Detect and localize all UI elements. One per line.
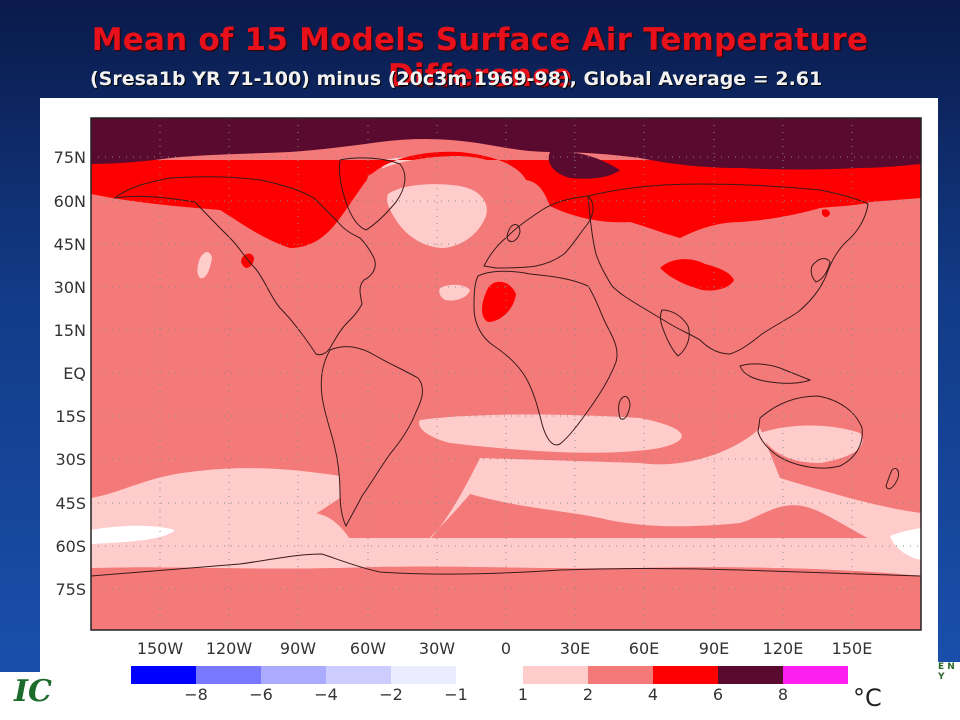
map-frame [90, 117, 922, 631]
coastline-antarctica [91, 553, 921, 577]
field-1-2-southern-ocean [91, 538, 921, 563]
colorbar: −8 −6 −4 −2 −1 1 2 4 6 8 [131, 666, 848, 704]
colorbar-swatch-neg [196, 666, 261, 684]
lat-label: 45S [55, 494, 86, 513]
colorbar-swatch-pos [783, 666, 848, 684]
coastline-asia [587, 183, 869, 355]
map-figure: 75N 60N 45N 30N 15N EQ 15S 30S 45S 60S 7… [54, 117, 922, 704]
institution-logo-right: E N Y [938, 662, 960, 720]
field-1-2-canary-patch [439, 284, 470, 301]
coastline-indonesia [739, 363, 812, 384]
coastline-africa [473, 270, 618, 446]
lon-label: 120W [206, 639, 253, 658]
colorbar-swatch-neg [131, 666, 196, 684]
field-6-8-arctic-cap [91, 118, 921, 170]
lon-label: 0 [501, 639, 511, 658]
lon-label: 90W [280, 639, 316, 658]
colorbar-tick-label: 1 [518, 685, 528, 704]
lat-label: 60S [55, 537, 86, 556]
field-1-2-south-indian-patch [760, 425, 863, 463]
coastline-europe [483, 195, 594, 269]
field-2-4-antarctica [91, 566, 921, 630]
colorbar-swatch-pos [653, 666, 718, 684]
lat-label: 45N [54, 235, 86, 254]
page-title: Mean of 15 Models Surface Air Temperatur… [91, 22, 869, 94]
colorbar-tick-label: −1 [444, 685, 468, 704]
colorbar-tick-label: −6 [249, 685, 273, 704]
lon-label: 150W [137, 639, 184, 658]
lon-axis: 150W 120W 90W 60W 30W 0 30E 60E 90E 120E… [137, 639, 873, 658]
colorbar-tick-label: 4 [648, 685, 658, 704]
lat-label: 75S [55, 580, 86, 599]
field-lt1-south-atlantic-west [91, 525, 175, 544]
colorbar-swatch-pos [588, 666, 653, 684]
colorbar-tick-label: 6 [713, 685, 723, 704]
institution-logo-left: IC [0, 672, 52, 720]
colorbar-tick-label: −4 [314, 685, 338, 704]
colorbar-swatch-neg [326, 666, 391, 684]
colorbar-tick-label: 2 [583, 685, 593, 704]
lat-label: 60N [54, 192, 86, 211]
coastline-madagascar [618, 395, 631, 420]
lat-label: EQ [63, 364, 86, 383]
lon-label: 150E [832, 639, 873, 658]
coastline-australia [757, 395, 863, 469]
lon-label: 120E [763, 639, 804, 658]
lat-axis: 75N 60N 45N 30N 15N EQ 15S 30S 45S 60S 7… [54, 148, 86, 599]
lon-label: 90E [699, 639, 729, 658]
colorbar-swatch-pos [718, 666, 783, 684]
colorbar-tick-label: −8 [184, 685, 208, 704]
colorbar-swatch-pos [523, 666, 588, 684]
temperature-field [91, 118, 921, 630]
field-1-2-south-atlantic-patch [419, 414, 682, 453]
field-4-6-americas-blob [241, 253, 254, 268]
lat-label: 15S [55, 407, 86, 426]
lon-label: 60W [350, 639, 386, 658]
page-subtitle: (Sresa1b YR 71-100) minus (20c3m 1969-98… [90, 68, 823, 90]
map-panel: 75N 60N 45N 30N 15N EQ 15S 30S 45S 60S 7… [40, 98, 938, 720]
coastline-uk [506, 224, 521, 243]
field-lt1-south-pacific-east [890, 528, 921, 560]
lat-label: 30S [55, 450, 86, 469]
coastline-japan [810, 258, 831, 283]
coastline-south-america [320, 346, 423, 528]
field-1-2-north-pacific-blob [197, 252, 212, 279]
field-1-2-south-band [91, 428, 921, 573]
coastline-greenland [339, 157, 406, 231]
field-6-8-arctic-lobe-east [548, 151, 620, 179]
colorbar-unit: °C [853, 684, 882, 712]
coastline-india [660, 309, 690, 357]
colorbar-swatch-neg [261, 666, 326, 684]
colorbar-tick-label: −2 [379, 685, 403, 704]
lat-label: 15N [54, 321, 86, 340]
lon-label: 30E [560, 639, 590, 658]
lat-label: 75N [54, 148, 86, 167]
coastline-new-zealand [885, 467, 899, 490]
field-4-6-tibet [660, 259, 734, 291]
field-1-2-antarctic-rim [91, 560, 921, 576]
coastlines [91, 157, 921, 577]
lat-label: 30N [54, 278, 86, 297]
colorbar-swatch-neg [391, 666, 456, 684]
coastline-north-america [113, 176, 376, 356]
lon-label: 60E [629, 639, 659, 658]
colorbar-tick-label: 8 [778, 685, 788, 704]
field-4-6-sahara [482, 281, 516, 322]
field-4-6-kamchatka [822, 209, 830, 217]
lon-label: 30W [419, 639, 455, 658]
